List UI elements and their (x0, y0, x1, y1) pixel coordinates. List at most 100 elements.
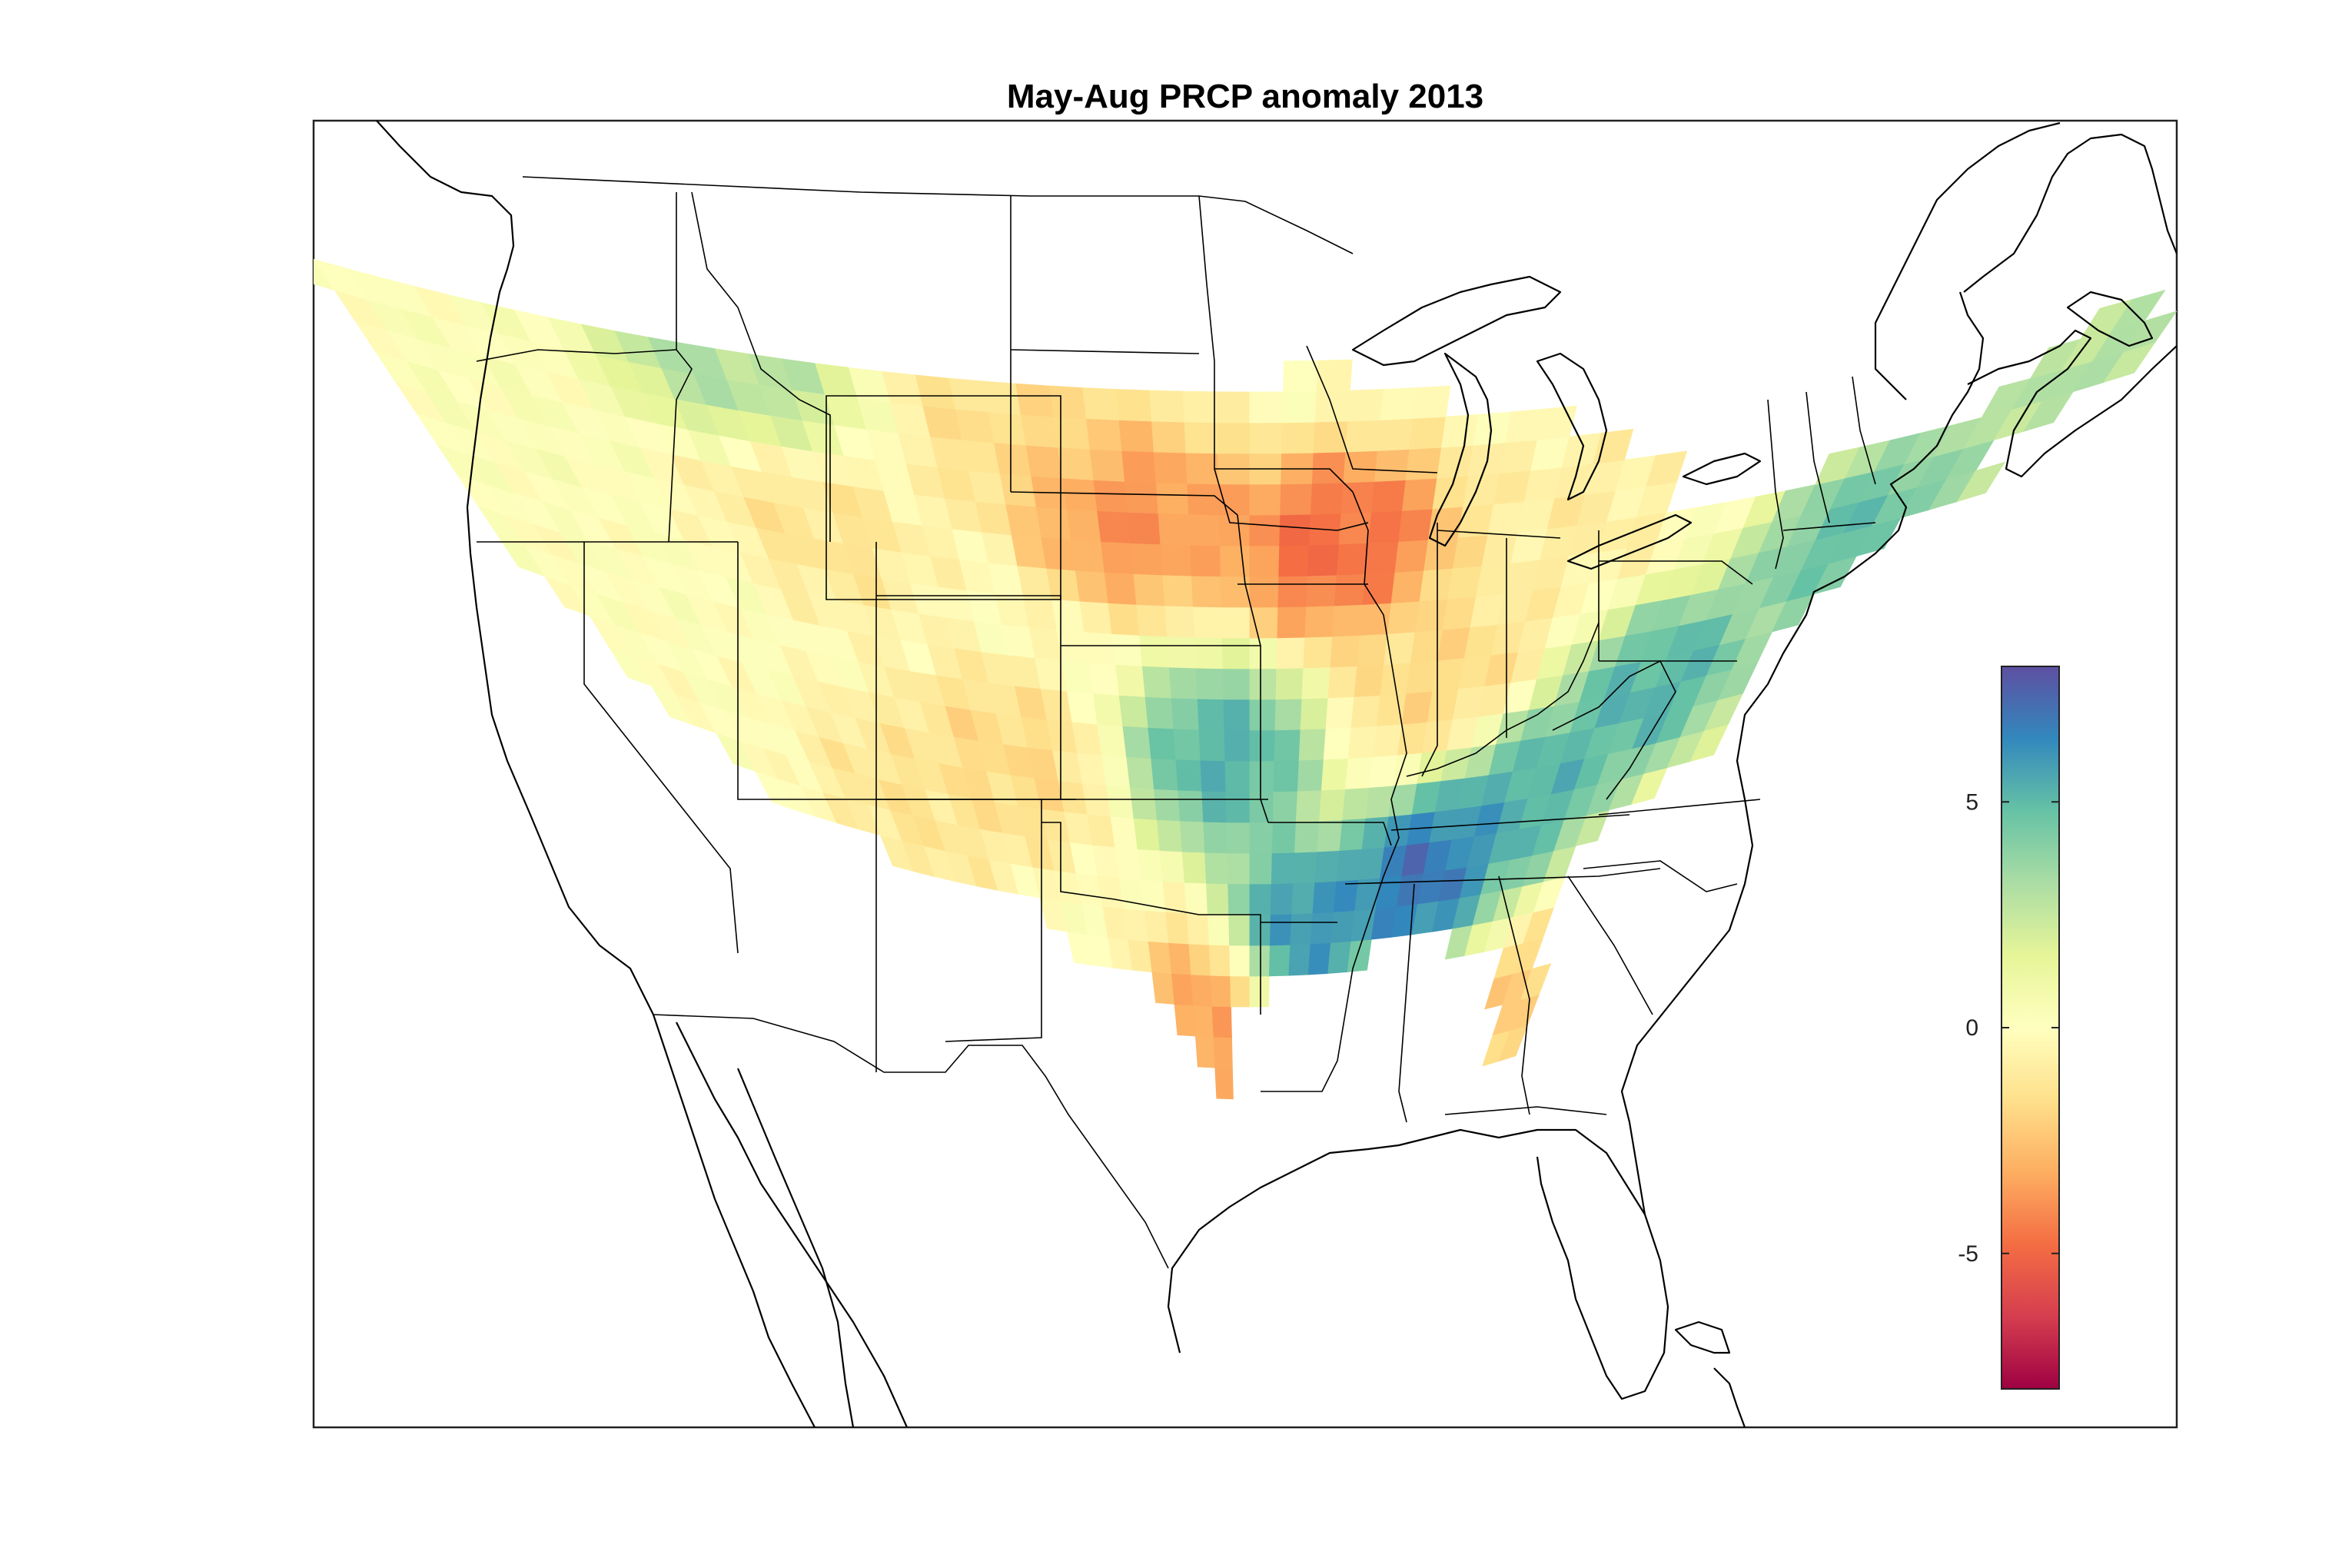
border-wa-or (476, 349, 677, 362)
anomaly-cell (1312, 881, 1337, 914)
anomaly-cell (1118, 420, 1154, 453)
anomaly-cell (1155, 482, 1190, 515)
mexico-gulf-side (736, 1068, 855, 1427)
anomaly-cell (1198, 729, 1226, 762)
coastlines (376, 121, 2177, 1427)
border-il-in (1421, 523, 1438, 777)
anomaly-cell (1291, 882, 1316, 915)
anomaly-cell (1144, 910, 1169, 943)
anomaly-cell (1221, 637, 1251, 669)
anomaly-cell (1314, 850, 1340, 883)
anomaly-cell (1368, 510, 1403, 543)
anomaly-cell (1130, 543, 1164, 576)
anomaly-cell (1357, 633, 1388, 666)
chart-title: May-Aug PRCP anomaly 2013 (1007, 78, 1483, 115)
anomaly-cell (1066, 508, 1101, 542)
anomaly-cell (1272, 790, 1298, 823)
anomaly-cell (1061, 659, 1094, 694)
anomaly-cell (1185, 452, 1219, 485)
anomaly-cell (1191, 575, 1222, 608)
anomaly-cell (1171, 973, 1194, 1006)
anomaly-cell (993, 442, 1032, 477)
border-wv-va (1552, 659, 1676, 800)
anomaly-cell (1160, 543, 1192, 576)
border-id-mt (691, 191, 831, 542)
anomaly-cell (1184, 882, 1208, 915)
anomaly-cell (948, 377, 989, 413)
anomaly-cell (1211, 1005, 1232, 1038)
anomaly-cell (1330, 910, 1356, 943)
anomaly-cell (1224, 729, 1251, 762)
anomaly-cell (1204, 852, 1229, 885)
anomaly-cell (1154, 789, 1181, 822)
st-lawrence-coast (1874, 121, 2061, 400)
anomaly-cell (1061, 477, 1098, 511)
anomaly-cell (1171, 697, 1200, 730)
pacific-coastline (376, 121, 816, 1427)
anomaly-cell (1180, 820, 1205, 853)
anomaly-cell (1423, 537, 1459, 571)
anomaly-cell (1310, 482, 1344, 515)
colorbar-fill (2002, 666, 2059, 1389)
anomaly-cell (1097, 510, 1131, 543)
anomaly-cell (1387, 600, 1420, 634)
anomaly-cell (1182, 390, 1218, 424)
anomaly-cell (1390, 570, 1425, 603)
anomaly-cell (1230, 975, 1251, 1008)
anomaly-cell (1151, 758, 1179, 791)
anomaly-cell (1249, 422, 1283, 454)
anomaly-cell (1084, 631, 1116, 665)
anomaly-cell (1011, 534, 1048, 569)
lake-ontario (1682, 452, 1762, 486)
anomaly-cell (1174, 1004, 1196, 1037)
anomaly-cell (1226, 822, 1251, 854)
anomaly-cell (1159, 850, 1185, 883)
anomaly-cell (1249, 883, 1272, 915)
anomaly-cell (1350, 695, 1381, 728)
lake-erie (1566, 513, 1693, 570)
anomaly-cell (1277, 575, 1308, 608)
anomaly-cell (1317, 819, 1344, 852)
anomaly-cell (1193, 1005, 1214, 1038)
anomaly-cell (1279, 513, 1311, 546)
anomaly-cell (1223, 699, 1251, 731)
anomaly-cell (1321, 758, 1349, 791)
anomaly-cell (1048, 385, 1087, 419)
anomaly-cell (1229, 945, 1251, 977)
anomaly-cell (1129, 787, 1158, 820)
anomaly-cell (1274, 698, 1303, 731)
colorbar-tick-label: 5 (1965, 789, 1978, 815)
anomaly-cell (1153, 451, 1188, 484)
anomaly-cell (1151, 420, 1187, 453)
anomaly-cell (1187, 483, 1220, 516)
anomaly-cell (1362, 572, 1396, 605)
anomaly-cell (1336, 543, 1370, 576)
border-ny-ne (1767, 399, 1784, 570)
anomaly-cell (1137, 849, 1164, 882)
anomaly-cell (1208, 944, 1231, 977)
anomaly-cell (1249, 545, 1281, 577)
anomaly-cell (1082, 387, 1120, 420)
anomaly-cell (1333, 879, 1359, 912)
anomaly-cell (1093, 480, 1128, 513)
state-borders (476, 176, 1876, 1269)
anomaly-cell (1127, 512, 1161, 545)
anomaly-cell (1222, 668, 1251, 700)
border-ok-tx (1041, 799, 1261, 1015)
anomaly-cell (1071, 721, 1102, 756)
anomaly-cell (1646, 450, 1688, 487)
anomaly-cell (988, 411, 1027, 446)
anomaly-cell (1225, 791, 1251, 823)
bahamas-coast (1713, 1367, 1746, 1427)
anomaly-cell (1282, 390, 1317, 424)
anomaly-cell (1372, 723, 1403, 757)
anomaly-cell (1365, 541, 1400, 574)
anomaly-cell (1298, 728, 1327, 761)
anomaly-cell (1053, 416, 1091, 450)
anomaly-cell (1347, 389, 1384, 422)
anomaly-cell (1108, 603, 1140, 636)
anomaly-cell (1125, 481, 1159, 514)
border-nc-sc (1583, 860, 1738, 892)
anomaly-cell (1401, 477, 1438, 511)
anomaly-cell (1194, 636, 1224, 669)
